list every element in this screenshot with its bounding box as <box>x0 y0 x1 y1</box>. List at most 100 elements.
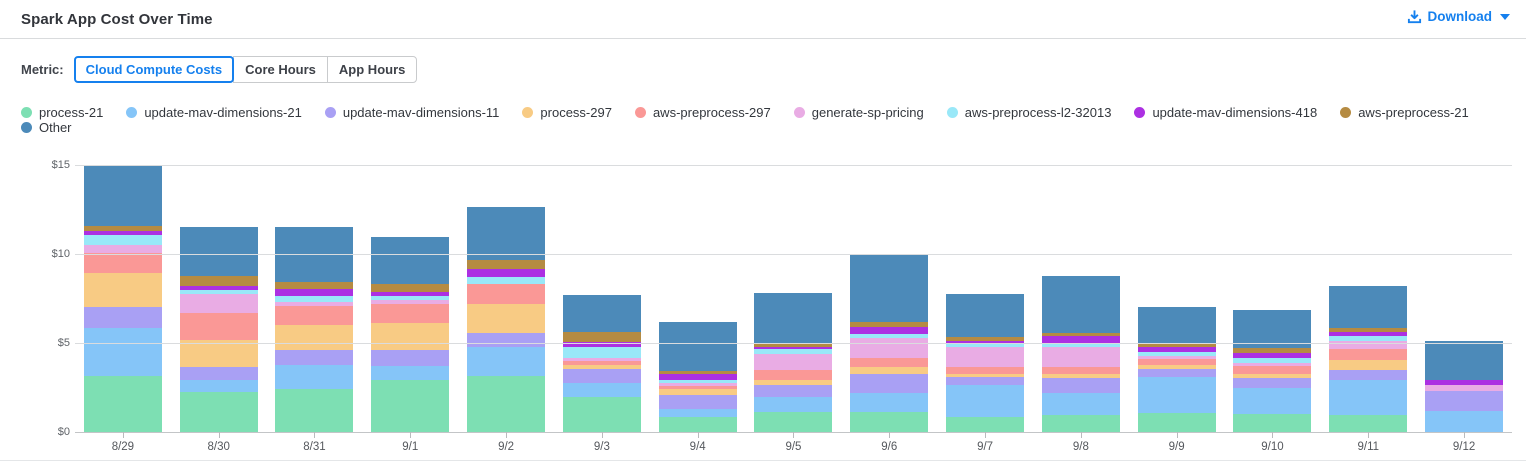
bar-segment-aws-preprocess-21 <box>1137 343 1216 348</box>
bar-slot-9-8 <box>1033 165 1129 432</box>
bar-slot-8-30 <box>171 165 267 432</box>
legend-item-generate-sp-pricing[interactable]: generate-sp-pricing <box>793 105 924 120</box>
legend-item-other[interactable]: Other <box>21 120 72 135</box>
legend-dot <box>634 107 646 118</box>
bar-segment-update-mav-dimensions-21 <box>1329 379 1408 416</box>
bar-segment-update-mav-dimensions-11 <box>754 385 833 398</box>
legend-item-update-mav-dimensions-11[interactable]: update-mav-dimensions-11 <box>324 105 500 120</box>
bar-segment-update-mav-dimensions-11 <box>1041 378 1120 393</box>
x-tick-mark <box>1464 432 1466 438</box>
legend-dot <box>1134 107 1146 118</box>
legend-item-update-mav-dimensions-21[interactable]: update-mav-dimensions-21 <box>126 105 302 120</box>
bar-segment-update-mav-dimensions-11 <box>562 369 641 384</box>
legend-dot <box>21 122 32 133</box>
x-tick-mark <box>697 432 699 438</box>
plot-area <box>75 164 1512 433</box>
x-slot: 9/4 <box>650 432 746 460</box>
bar-segment-update-mav-dimensions-418 <box>658 374 737 381</box>
bar-segment-update-mav-dimensions-21 <box>1041 392 1120 416</box>
bar-segment-aws-preprocess-21 <box>371 284 450 292</box>
legend-item-aws-preprocess-21[interactable]: aws-preprocess-21 <box>1340 105 1469 120</box>
bar-segment-process-21 <box>1137 412 1216 432</box>
bar-segment-process-297 <box>850 366 929 375</box>
bar-segment-aws-preprocess-21 <box>83 225 162 231</box>
y-tick-label: $0 <box>57 426 70 438</box>
bar-segment-aws-preprocess-297 <box>754 370 833 381</box>
bar-8-31 <box>275 226 354 432</box>
bar-segment-generate-sp-pricing <box>179 293 258 314</box>
bar-8-30 <box>179 227 258 432</box>
bar-segment-update-mav-dimensions-21 <box>1137 377 1216 413</box>
bar-segment-update-mav-dimensions-418 <box>1329 331 1408 336</box>
bar-segment-other <box>1233 309 1312 349</box>
bar-segment-update-mav-dimensions-11 <box>1233 378 1312 389</box>
bar-segment-generate-sp-pricing <box>1137 356 1216 360</box>
legend-dot <box>324 107 336 118</box>
bar-segment-process-297 <box>1329 360 1408 371</box>
metric-tab-core-hours[interactable]: Core Hours <box>233 56 328 83</box>
legend-item-process-21[interactable]: process-21 <box>21 105 103 120</box>
bar-segment-generate-sp-pricing <box>371 299 450 304</box>
bar-segment-process-297 <box>1233 374 1312 379</box>
bar-segment-process-297 <box>562 365 641 370</box>
bar-9-7 <box>946 293 1025 432</box>
bar-segment-process-297 <box>467 303 546 333</box>
bar-slot-9-10 <box>1225 165 1321 432</box>
bar-segment-generate-sp-pricing <box>562 358 641 362</box>
legend-label: update-mav-dimensions-11 <box>342 105 500 120</box>
legend-item-aws-preprocess-l2-32013[interactable]: aws-preprocess-l2-32013 <box>946 105 1111 120</box>
bar-segment-process-21 <box>1329 415 1408 432</box>
x-slot: 9/2 <box>458 432 554 460</box>
x-tick-mark <box>1368 432 1370 438</box>
bars-container <box>75 164 1512 432</box>
legend-item-update-mav-dimensions-418[interactable]: update-mav-dimensions-418 <box>1134 105 1317 120</box>
legend-item-process-297[interactable]: process-297 <box>522 105 612 120</box>
bar-segment-update-mav-dimensions-418 <box>1041 336 1120 343</box>
bar-segment-aws-preprocess-l2-32013 <box>754 349 833 355</box>
gridline-5 <box>75 343 1512 344</box>
bar-segment-aws-preprocess-21 <box>1233 348 1312 353</box>
bar-segment-process-297 <box>946 374 1025 378</box>
legend-label: update-mav-dimensions-418 <box>1152 105 1318 120</box>
bar-segment-aws-preprocess-21 <box>754 343 833 347</box>
x-tick-label: 9/6 <box>881 441 898 453</box>
bar-segment-aws-preprocess-297 <box>658 385 737 390</box>
bar-segment-aws-preprocess-21 <box>946 336 1025 341</box>
bar-segment-aws-preprocess-297 <box>850 358 929 367</box>
bar-segment-process-21 <box>83 376 162 432</box>
metric-tab-app-hours[interactable]: App Hours <box>326 56 418 83</box>
bar-segment-update-mav-dimensions-21 <box>179 380 258 392</box>
bar-segment-aws-preprocess-l2-32013 <box>83 234 162 246</box>
bar-9-10 <box>1233 309 1312 432</box>
bar-segment-generate-sp-pricing <box>83 245 162 253</box>
bar-segment-update-mav-dimensions-11 <box>371 350 450 366</box>
x-tick-label: 8/31 <box>303 441 326 453</box>
bar-segment-update-mav-dimensions-11 <box>275 349 354 366</box>
bar-segment-generate-sp-pricing <box>850 338 929 359</box>
bar-segment-other <box>179 227 258 276</box>
bar-segment-update-mav-dimensions-418 <box>754 346 833 350</box>
legend-item-aws-preprocess-297[interactable]: aws-preprocess-297 <box>634 105 771 120</box>
legend-label: update-mav-dimensions-21 <box>144 105 302 120</box>
bar-segment-update-mav-dimensions-418 <box>1233 352 1312 359</box>
bar-segment-aws-preprocess-21 <box>1041 332 1120 337</box>
bar-segment-process-21 <box>946 416 1025 432</box>
bar-segment-generate-sp-pricing <box>658 383 737 386</box>
bar-segment-process-21 <box>179 391 258 432</box>
bar-segment-update-mav-dimensions-418 <box>83 230 162 235</box>
card-header: Spark App Cost Over Time Download <box>0 0 1526 39</box>
x-tick-mark <box>314 432 316 438</box>
legend-label: Other <box>39 120 72 135</box>
legend-dot <box>1340 107 1352 118</box>
bar-segment-other <box>1041 275 1120 333</box>
bar-segment-update-mav-dimensions-11 <box>467 332 546 348</box>
x-slot: 9/11 <box>1320 432 1416 460</box>
bar-segment-aws-preprocess-21 <box>850 322 929 328</box>
bar-segment-generate-sp-pricing <box>754 354 833 371</box>
legend-dot <box>126 107 138 118</box>
bar-segment-update-mav-dimensions-11 <box>83 307 162 329</box>
metric-tab-cloud-compute-costs[interactable]: Cloud Compute Costs <box>73 56 235 83</box>
download-button[interactable]: Download <box>1407 9 1510 24</box>
bar-segment-process-297 <box>1041 374 1120 379</box>
